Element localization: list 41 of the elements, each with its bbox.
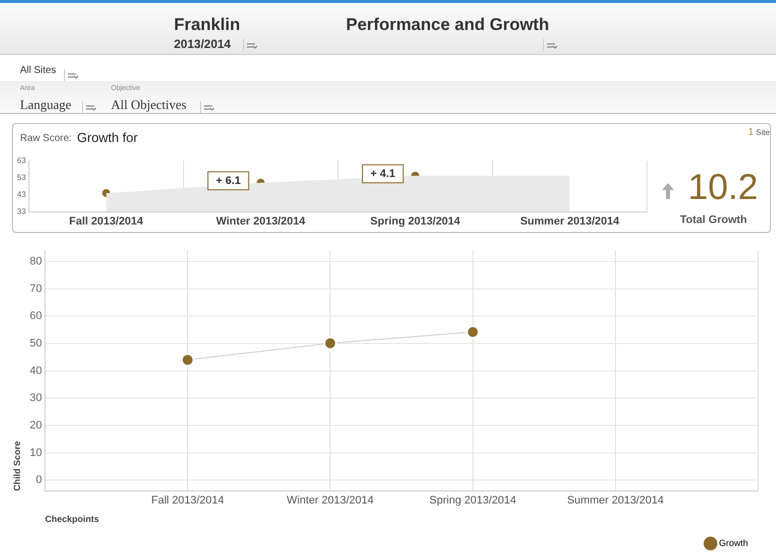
text: All Objectives [111,97,186,113]
annotation: + 6.1 [216,174,241,187]
x-tick-label: Summer 2013/2014 [567,494,664,507]
text: All Sites [20,65,56,76]
point [180,352,195,367]
x-tick-label: Spring 2013/2014 [370,215,462,228]
x-axis-title: Checkpoints [45,514,100,524]
y-tick-label: 50 [30,338,42,350]
x-tick-label: Winter 2013/2014 [286,494,374,507]
x-tick-label: Fall 2013/2014 [151,494,224,507]
y-tick-label: 30 [30,392,42,404]
text: Raw Score: [20,133,72,144]
y-tick-label: 10 [30,446,42,459]
text: 10.2 [688,166,758,208]
text: Performance and Growth [346,15,550,35]
y-tick-label: 80 [30,256,42,268]
x-tick-label: Spring 2013/2014 [429,494,516,507]
y-tick-label: 33 [16,207,26,216]
x-tick-label: Winter 2013/2014 [216,215,306,228]
y-tick-label: 20 [30,419,42,432]
y-axis-title: Child Score [12,440,22,491]
point [323,336,338,350]
y-tick-label: 40 [30,364,42,377]
chart-title: Growth for [77,130,138,145]
y-tick-label: 43 [16,190,26,200]
text: 1 [748,127,754,138]
text: Site [756,128,770,137]
y-tick-label: 60 [30,310,42,322]
annotation: + 4.1 [370,168,396,180]
text: Language [20,97,72,113]
y-tick-label: 0 [36,474,42,486]
point [466,325,480,340]
y-tick-label: 53 [16,173,26,182]
y-tick-label: 63 [16,156,26,166]
text: Total Growth [680,214,748,226]
text: 2013/2014 [174,37,231,51]
legend-label: Growth [718,538,748,548]
text: Franklin [174,15,240,35]
x-tick-label: Fall 2013/2014 [69,215,144,228]
y-tick-label: 70 [30,282,42,295]
x-tick-label: Summer 2013/2014 [520,215,620,228]
